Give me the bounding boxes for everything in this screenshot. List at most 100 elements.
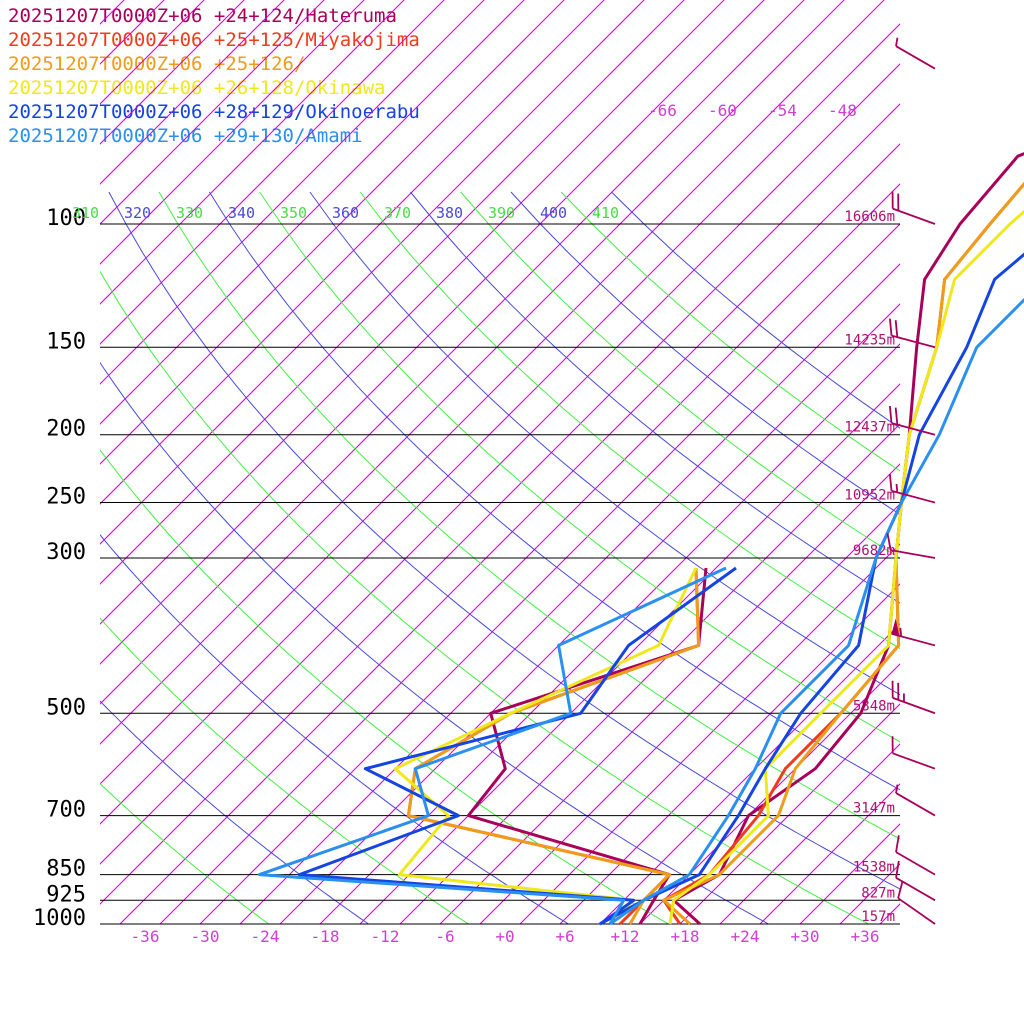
isotherm (719, 743, 900, 924)
height-label: 12437m (844, 420, 895, 436)
isotherm-label: -54 (768, 101, 797, 120)
temperature-line (662, 181, 1024, 926)
isotherm (100, 0, 205, 105)
theta-label: 370 (384, 204, 411, 222)
theta-label: 330 (176, 204, 203, 222)
dry-adiabat (100, 534, 569, 924)
theta-label: 360 (332, 204, 359, 222)
dry-adiabat (158, 191, 900, 840)
theta-label: 390 (488, 204, 515, 222)
temperature-line (609, 297, 1024, 926)
theta-label: 320 (124, 204, 151, 222)
x-tick-label: +24 (731, 927, 760, 946)
isotherm (159, 183, 900, 924)
legend-entry: 20251207T0000Z+06 +28+129/Okinoerabu (8, 101, 420, 123)
dry-adiabat (309, 191, 900, 696)
pressure-label: 150 (46, 329, 86, 354)
pressure-label: 1000 (33, 906, 86, 931)
wind-barb (895, 37, 936, 70)
height-label: 9682m (853, 543, 895, 559)
isotherm (100, 0, 765, 665)
pressure-label: 500 (46, 695, 86, 720)
isotherm (100, 0, 445, 345)
isotherm (100, 0, 885, 785)
theta-label: 310 (72, 204, 99, 222)
pressure-label: 850 (46, 857, 86, 882)
wind-barbs (886, 37, 936, 925)
legend-entry: 20251207T0000Z+06 +26+128/Okinawa (8, 77, 386, 99)
dry-adiabat (100, 449, 669, 924)
pressure-label: 200 (46, 417, 86, 442)
isotherm (679, 703, 900, 924)
wind-barb (891, 191, 936, 225)
isotherm (100, 0, 845, 745)
isotherm (100, 63, 900, 865)
theta-label: 380 (436, 204, 463, 222)
dry-adiabat (100, 783, 269, 924)
wind-barb (886, 533, 936, 559)
wind-barb (891, 736, 936, 770)
isotherm (639, 663, 900, 924)
wind-barb (895, 860, 936, 902)
x-tick-label: -30 (191, 927, 220, 946)
temperature-line (668, 209, 1024, 925)
isotherm (100, 0, 565, 465)
dry-adiabat (259, 191, 900, 743)
isotherm (100, 0, 325, 225)
height-label: 14235m (844, 332, 895, 348)
pressure-label: 700 (46, 798, 86, 823)
height-label: 1538m (853, 860, 895, 876)
temperature-line (672, 152, 1024, 926)
dry-adiabat (359, 191, 900, 650)
height-label: 157m (861, 909, 895, 925)
dry-adiabat (100, 270, 869, 924)
pressure-label: 925 (46, 882, 86, 907)
isotherm-label: -48 (828, 101, 857, 120)
isotherm (119, 143, 900, 924)
isotherm-label: -66 (648, 101, 677, 120)
x-tick-label: -36 (131, 927, 160, 946)
temperature-line (599, 252, 1024, 926)
dry-adiabat (100, 617, 469, 924)
isotherm (100, 0, 125, 25)
legend-entry: 20251207T0000Z+06 +25+125/Miyakojima (8, 29, 420, 51)
x-tick-label: +36 (851, 927, 880, 946)
height-label: 3147m (853, 801, 895, 817)
isotherm (439, 463, 900, 924)
isotherm (100, 0, 365, 265)
x-tick-label: -12 (371, 927, 400, 946)
wind-barb (895, 784, 936, 817)
wind-barb (888, 318, 936, 349)
height-label: 5848m (853, 698, 895, 714)
height-label: 827m (861, 885, 895, 901)
isotherm (100, 0, 245, 145)
theta-label: 340 (228, 204, 255, 222)
isotherm (100, 0, 405, 305)
profiles (257, 152, 1024, 926)
pressure-label: 100 (46, 206, 86, 231)
wind-barb (891, 680, 936, 715)
isotherm (479, 503, 900, 924)
theta-label: 410 (592, 204, 619, 222)
dry-adiabat (108, 191, 900, 890)
dewpoint-line (257, 566, 727, 925)
isotherm (100, 0, 525, 425)
isotherm (519, 543, 900, 924)
dry-adiabat (410, 191, 900, 604)
isotherm (100, 23, 900, 825)
isotherm (100, 0, 285, 185)
isotherm-label: -60 (708, 101, 737, 120)
temperature-line (662, 181, 1024, 925)
wind-barb (897, 881, 936, 925)
isotherm (559, 583, 900, 924)
isotherm (879, 903, 900, 924)
dry-adiabat (510, 191, 900, 515)
x-tick-label: +30 (791, 927, 820, 946)
x-tick-label: +0 (495, 927, 514, 946)
theta-label: 400 (540, 204, 567, 222)
x-tick-label: +18 (671, 927, 700, 946)
dry-adiabat (460, 191, 900, 559)
pressure-label: 250 (46, 485, 86, 510)
height-label: 16606m (844, 209, 895, 225)
